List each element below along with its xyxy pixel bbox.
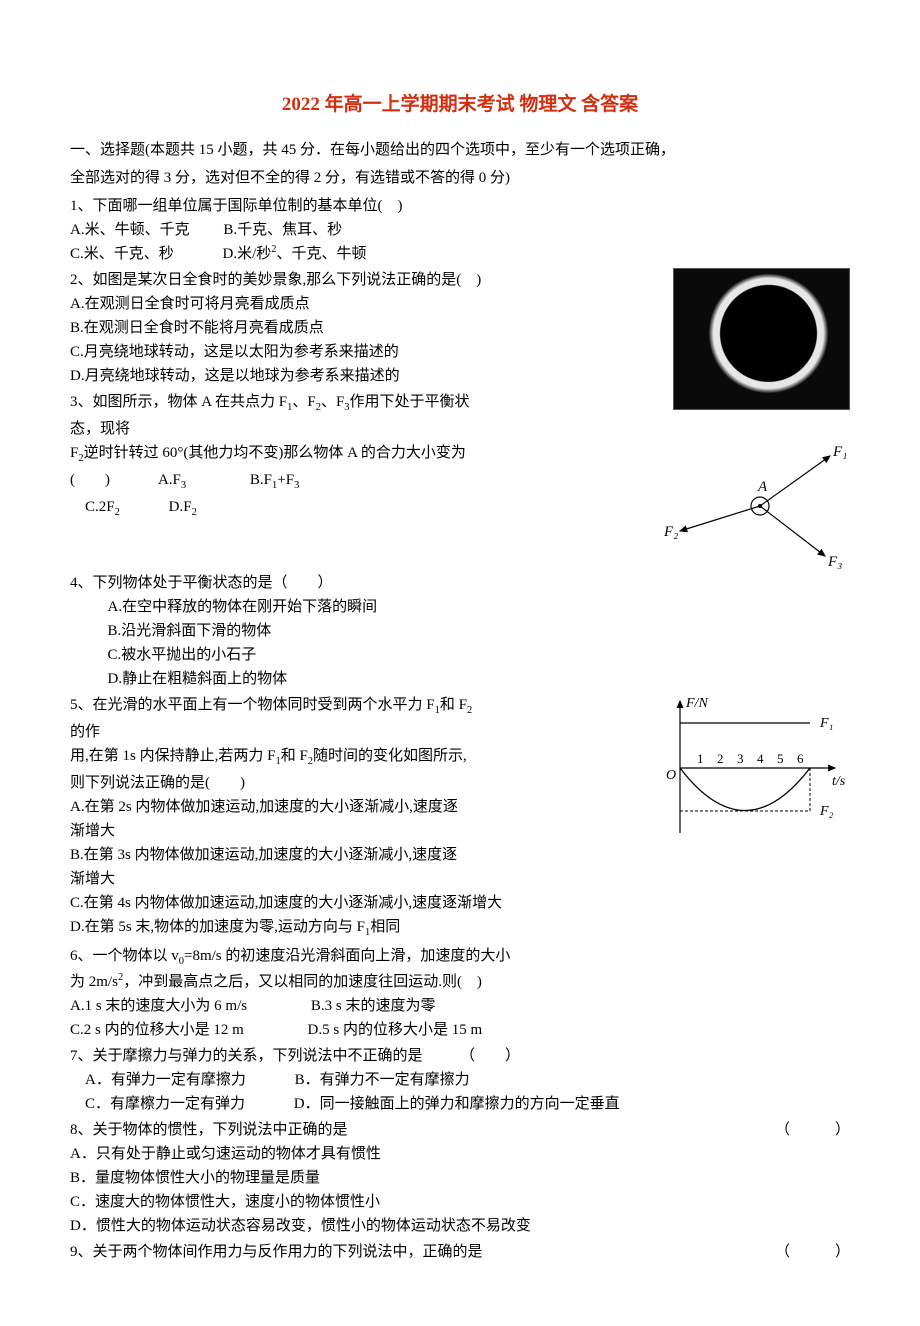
q6-option-a: A.1 s 末的速度大小为 6 m/s: [70, 998, 247, 1014]
q8-stem: 8、关于物体的惯性，下列说法中正确的是: [70, 1122, 348, 1138]
q7-option-c: C．有摩檫力一定有弹力: [85, 1096, 245, 1112]
xlabel: t/s: [832, 774, 846, 789]
page-title: 2022 年高一上学期期末考试 物理文 含答案: [70, 90, 850, 120]
q8-option-a: A．只有处于静止或匀速运动的物体才具有惯性: [70, 1142, 850, 1166]
q3-stem-line2: 态，现将: [70, 417, 850, 441]
q7-stem: 7、关于摩擦力与弹力的关系，下列说法中不正确的是 （ ）: [70, 1044, 850, 1068]
q6-stem-line1: 6、一个物体以 v0=8m/s 的初速度沿光滑斜面向上滑，加速度的大小: [70, 944, 850, 971]
ylabel: F/N: [685, 696, 708, 711]
section-intro-line1: 一、选择题(本题共 15 小题，共 45 分．在每小题给出的四个选项中，至少有一…: [70, 138, 850, 162]
question-8: 8、关于物体的惯性，下列说法中正确的是 （ ） A．只有处于静止或匀速运动的物体…: [70, 1118, 850, 1238]
q3-option-d: D.F2: [169, 499, 197, 515]
q1-row1: A.米、牛顿、千克 B.千克、焦耳、秒: [70, 218, 850, 242]
label-A: A: [757, 479, 768, 495]
q3-stem-line1: 3、如图所示，物体 A 在共点力 F1、F2、F3作用下处于平衡状: [70, 390, 850, 417]
q4-option-d: D.静止在粗糙斜面上的物体: [108, 667, 851, 691]
q3-option-b: B.F1+F3: [250, 472, 299, 488]
q6-option-c: C.2 s 内的位移大小是 12 m: [70, 1022, 244, 1038]
q5-option-b: B.在第 3s 内物体做加速运动,加速度的大小逐渐减小,速度逐: [70, 843, 850, 867]
q6-stem-line2: 为 2m/s2，冲到最高点之后，又以相同的加速度往回运动.则( ): [70, 970, 850, 994]
q5-option-c: C.在第 4s 内物体做加速运动,加速度的大小逐渐减小,速度逐渐增大: [70, 891, 850, 915]
force-diagram: A F₁ F₂ F₃: [650, 441, 850, 571]
q7-option-b: B．有弹力不一定有摩擦力: [295, 1072, 470, 1088]
q7-row2: C．有摩檫力一定有弹力 D．同一接触面上的弹力和摩擦力的方向一定垂直: [70, 1092, 850, 1116]
q6-option-b: B.3 s 末的速度为零: [311, 998, 436, 1014]
svg-text:5: 5: [777, 751, 784, 766]
q5-option-d: D.在第 5s 末,物体的加速度为零,运动方向与 F1相同: [70, 915, 850, 942]
q4-option-a: A.在空中释放的物体在刚开始下落的瞬间: [108, 595, 851, 619]
q3-option-a: A.F3: [158, 472, 186, 488]
question-2: 2、如图是某次日全食时的美妙景象,那么下列说法正确的是( ) A.在观测日全食时…: [70, 268, 850, 388]
q8-stem-row: 8、关于物体的惯性，下列说法中正确的是 （ ）: [70, 1118, 850, 1142]
q8-option-d: D．惯性大的物体运动状态容易改变，惯性小的物体运动状态不易改变: [70, 1214, 850, 1238]
force-time-chart: F/N t/s O F₁ 1 2 3 4 5 6 F₂: [650, 693, 850, 838]
q8-option-c: C．速度大的物体惯性大，速度小的物体惯性小: [70, 1190, 850, 1214]
question-1: 1、下面哪一组单位属于国际单位制的基本单位( ) A.米、牛顿、千克 B.千克、…: [70, 194, 850, 266]
q1-row2: C.米、千克、秒 D.米/秒2、千克、牛顿: [70, 242, 850, 266]
q7-option-d: D．同一接触面上的弹力和摩擦力的方向一定垂直: [294, 1096, 620, 1112]
q1-stem: 1、下面哪一组单位属于国际单位制的基本单位( ): [70, 194, 850, 218]
label-F3: F₃: [827, 554, 842, 570]
q3-option-c: C.2F2: [85, 499, 120, 515]
question-4: 4、下列物体处于平衡状态的是（ ） A.在空中释放的物体在刚开始下落的瞬间 B.…: [70, 571, 850, 691]
svg-text:6: 6: [797, 751, 804, 766]
q1-option-a: A.米、牛顿、千克: [70, 222, 190, 238]
section-intro-line2: 全部选对的得 3 分，选对但不全的得 2 分，有选错或不答的得 0 分): [70, 166, 850, 190]
q9-stem-row: 9、关于两个物体间作用力与反作用力的下列说法中，正确的是 （ ）: [70, 1240, 850, 1264]
origin-label: O: [666, 768, 676, 783]
q8-paren: （ ）: [775, 1118, 850, 1142]
q6-row2: C.2 s 内的位移大小是 12 m D.5 s 内的位移大小是 15 m: [70, 1018, 850, 1042]
label-F1: F₁: [832, 444, 847, 460]
svg-text:4: 4: [757, 751, 764, 766]
q6-option-d: D.5 s 内的位移大小是 15 m: [308, 1022, 483, 1038]
q4-stem: 4、下列物体处于平衡状态的是（ ）: [70, 571, 850, 595]
f1-label: F₁: [819, 716, 833, 731]
q7-row1: A．有弹力一定有摩擦力 B．有弹力不一定有摩擦力: [70, 1068, 850, 1092]
q9-stem: 9、关于两个物体间作用力与反作用力的下列说法中，正确的是: [70, 1244, 483, 1260]
question-6: 6、一个物体以 v0=8m/s 的初速度沿光滑斜面向上滑，加速度的大小 为 2m…: [70, 944, 850, 1043]
f2-label: F₂: [819, 804, 834, 819]
svg-text:1: 1: [697, 751, 704, 766]
q7-option-a: A．有弹力一定有摩擦力: [85, 1072, 246, 1088]
q4-option-b: B.沿光滑斜面下滑的物体: [108, 619, 851, 643]
q8-option-b: B．量度物体惯性大小的物理量是质量: [70, 1166, 850, 1190]
question-5: F/N t/s O F₁ 1 2 3 4 5 6 F₂ 5、在光滑的水平面上有一…: [70, 693, 850, 941]
svg-text:3: 3: [737, 751, 744, 766]
q4-option-c: C.被水平抛出的小石子: [108, 643, 851, 667]
eclipse-image: [673, 268, 850, 410]
q5-option-b2: 渐增大: [70, 867, 850, 891]
question-3: 3、如图所示，物体 A 在共点力 F1、F2、F3作用下处于平衡状 态，现将 A…: [70, 390, 850, 521]
q1-option-c: C.米、千克、秒: [70, 246, 174, 262]
q6-row1: A.1 s 末的速度大小为 6 m/s B.3 s 末的速度为零: [70, 994, 850, 1018]
q1-option-b: B.千克、焦耳、秒: [223, 222, 342, 238]
question-7: 7、关于摩擦力与弹力的关系，下列说法中不正确的是 （ ） A．有弹力一定有摩擦力…: [70, 1044, 850, 1116]
q1-option-d: D.米/秒2、千克、牛顿: [223, 246, 367, 262]
question-9: 9、关于两个物体间作用力与反作用力的下列说法中，正确的是 （ ）: [70, 1240, 850, 1264]
svg-text:2: 2: [717, 751, 724, 766]
xticks: 1 2 3 4 5 6: [697, 751, 804, 766]
label-F2: F₂: [663, 524, 678, 540]
q9-paren: （ ）: [775, 1240, 850, 1264]
